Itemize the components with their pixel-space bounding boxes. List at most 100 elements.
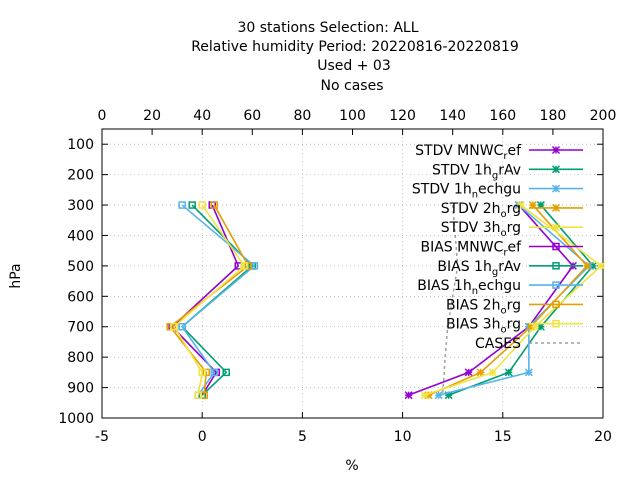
point-marker-x	[504, 368, 513, 377]
point-marker-square	[170, 322, 178, 331]
legend-label: STDV 1hgrAv	[432, 162, 521, 181]
point-marker-square	[552, 281, 560, 289]
point-marker-square	[202, 368, 210, 377]
point-marker-x	[551, 145, 561, 155]
x2-tick-label: 20	[143, 108, 161, 124]
legend-label-main: STDV 1h	[412, 182, 472, 198]
point-marker-square	[210, 201, 218, 209]
y-tick-label: 100	[67, 137, 94, 153]
legend-label-main: BIAS MNWC	[421, 240, 504, 256]
point-marker-square	[178, 201, 186, 209]
y-tick-label: 200	[67, 168, 94, 184]
point-marker-x	[596, 261, 606, 270]
legend-label-main: BIAS 3h	[446, 317, 500, 333]
y-tick-label: 400	[67, 228, 94, 244]
point-marker-square	[198, 201, 206, 209]
y-tick-label: 600	[67, 289, 94, 305]
x2-tick-label: 180	[540, 108, 567, 124]
x2-tick-label: 0	[98, 108, 107, 124]
legend-label-tail: rg	[507, 201, 521, 217]
series-line	[181, 204, 256, 396]
point-marker-square	[210, 368, 218, 377]
series-layer	[166, 201, 606, 400]
point-marker-square	[194, 391, 202, 399]
legend-label-tail: rg	[507, 220, 521, 236]
x-tick-label: 20	[594, 429, 612, 445]
x-axis-label: %	[345, 458, 358, 474]
point-marker-x	[420, 391, 429, 400]
point-marker-x	[551, 184, 561, 193]
legend-label: BIAS MNWCref	[421, 240, 523, 259]
series-line	[169, 204, 250, 396]
legend-label: BIAS 1hgrAv	[437, 259, 521, 278]
point-marker-square	[552, 300, 560, 309]
series-bias-9	[170, 201, 249, 399]
legend-label-tail: rg	[507, 317, 521, 333]
point-marker-x	[582, 261, 591, 270]
x-tick-label: 15	[494, 429, 512, 445]
y-tick-label: 800	[67, 350, 94, 366]
x2-tick-label: 200	[590, 108, 617, 124]
point-marker-x	[434, 391, 443, 400]
series-line	[441, 204, 459, 396]
legend-label-tail: echgu	[478, 278, 521, 294]
legend-label-main: BIAS 1h	[417, 278, 471, 294]
legend-label-tail: rg	[507, 297, 521, 313]
point-marker-x	[516, 201, 525, 210]
series-line	[180, 204, 254, 396]
title-line-4: No cases	[321, 78, 384, 94]
y-tick-label: 300	[67, 198, 94, 214]
legend-label-sub: n	[472, 286, 478, 297]
legend-label: STDV MNWCref	[415, 143, 522, 162]
legend-label-sub: g	[492, 267, 498, 278]
title-line-1: 30 stations Selection: ALL	[237, 20, 418, 36]
legend-label-main: STDV 3h	[441, 220, 501, 236]
x2-tick-label: 160	[489, 108, 516, 124]
point-marker-square	[244, 262, 253, 270]
point-marker-square	[222, 368, 230, 377]
legend-label: STDV 2horg	[441, 201, 521, 220]
legend-label: STDV 1hnechgu	[412, 182, 521, 201]
point-marker-square	[552, 319, 560, 328]
x2-tick-label: 40	[193, 108, 211, 124]
x2-tick-label: 100	[339, 108, 366, 124]
x2-tick-label: 80	[293, 108, 311, 124]
legend-label-sub: g	[492, 170, 498, 181]
legend-label-main: STDV 2h	[441, 201, 501, 217]
legend-label-tail: ef	[507, 240, 522, 256]
plot-frame	[101, 128, 604, 419]
legend-label-sub: o	[500, 305, 506, 316]
point-marker-x	[488, 368, 497, 377]
chart-title-block: 30 stations Selection: ALL Relative humi…	[191, 20, 519, 94]
y-tick-label: 1000	[58, 411, 94, 427]
legend-label-main: BIAS 2h	[446, 297, 500, 313]
point-marker-square	[198, 368, 206, 377]
legend-label-sub: o	[500, 228, 506, 239]
title-line-2: Relative humidity Period: 20220816-20220…	[191, 39, 519, 55]
y-axis-label: hPa	[8, 263, 24, 288]
legend-label-sub: r	[503, 151, 508, 162]
x-tick-label: 10	[394, 429, 412, 445]
point-marker-square	[178, 322, 186, 331]
legend-label: STDV 3horg	[441, 220, 521, 239]
point-marker-square	[552, 242, 560, 251]
legend-label-main: STDV 1h	[432, 162, 492, 178]
point-marker-x	[551, 223, 561, 232]
point-marker-square	[552, 262, 560, 270]
series-cases-10	[441, 204, 459, 396]
legend-label-sub: o	[500, 209, 506, 220]
grid	[102, 129, 603, 418]
legend-label: BIAS 3horg	[446, 317, 521, 336]
legend-label-tail: ef	[507, 143, 522, 159]
point-marker-x	[524, 368, 533, 377]
point-marker-square	[188, 201, 196, 209]
legend-label-tail: rAv	[498, 259, 521, 275]
series-stdv-4	[420, 201, 606, 400]
x2-tick-label: 140	[439, 108, 466, 124]
legend-label-main: BIAS 1h	[437, 259, 491, 275]
x-tick-label: -5	[95, 429, 109, 445]
x-tick-label: 5	[298, 429, 307, 445]
x2-tick-label: 120	[389, 108, 416, 124]
legend-label: CASES	[475, 336, 521, 352]
